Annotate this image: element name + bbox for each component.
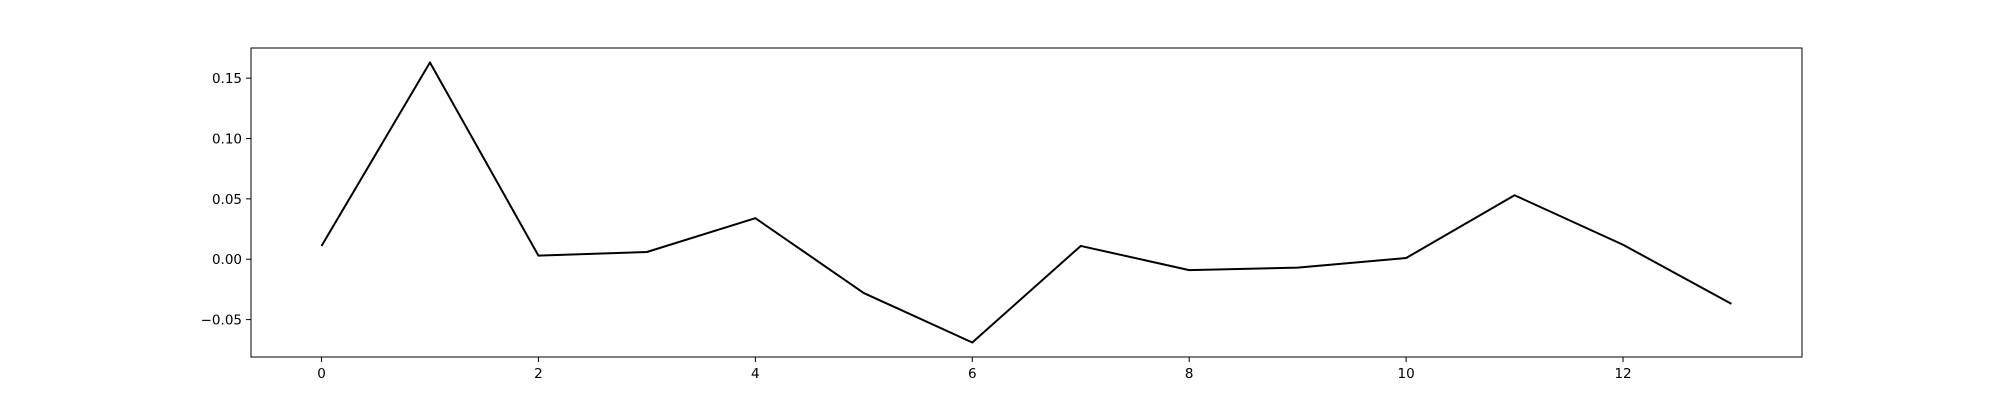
x-axis: 0 2 4 6 8 10 12 (317, 357, 1632, 382)
x-tick-label: 8 (1185, 366, 1194, 382)
x-tick-label: 6 (968, 366, 977, 382)
series-line (320, 61, 1732, 344)
y-axis: −0.05 0.00 0.05 0.10 0.15 (201, 71, 251, 329)
plot-frame (250, 47, 1803, 358)
x-tick-label: 4 (751, 366, 760, 382)
y-tick-label: 0.15 (212, 71, 242, 87)
x-tick-label: 2 (534, 366, 543, 382)
y-tick-label: 0.00 (212, 252, 242, 268)
y-tick-label: 0.10 (212, 132, 242, 148)
y-tick-label: 0.05 (212, 192, 242, 208)
x-tick-label: 12 (1614, 366, 1631, 382)
x-tick-label: 10 (1398, 366, 1415, 382)
y-tick-label: −0.05 (201, 313, 242, 329)
series-layer (320, 61, 1732, 344)
x-tick-label: 0 (317, 366, 326, 382)
